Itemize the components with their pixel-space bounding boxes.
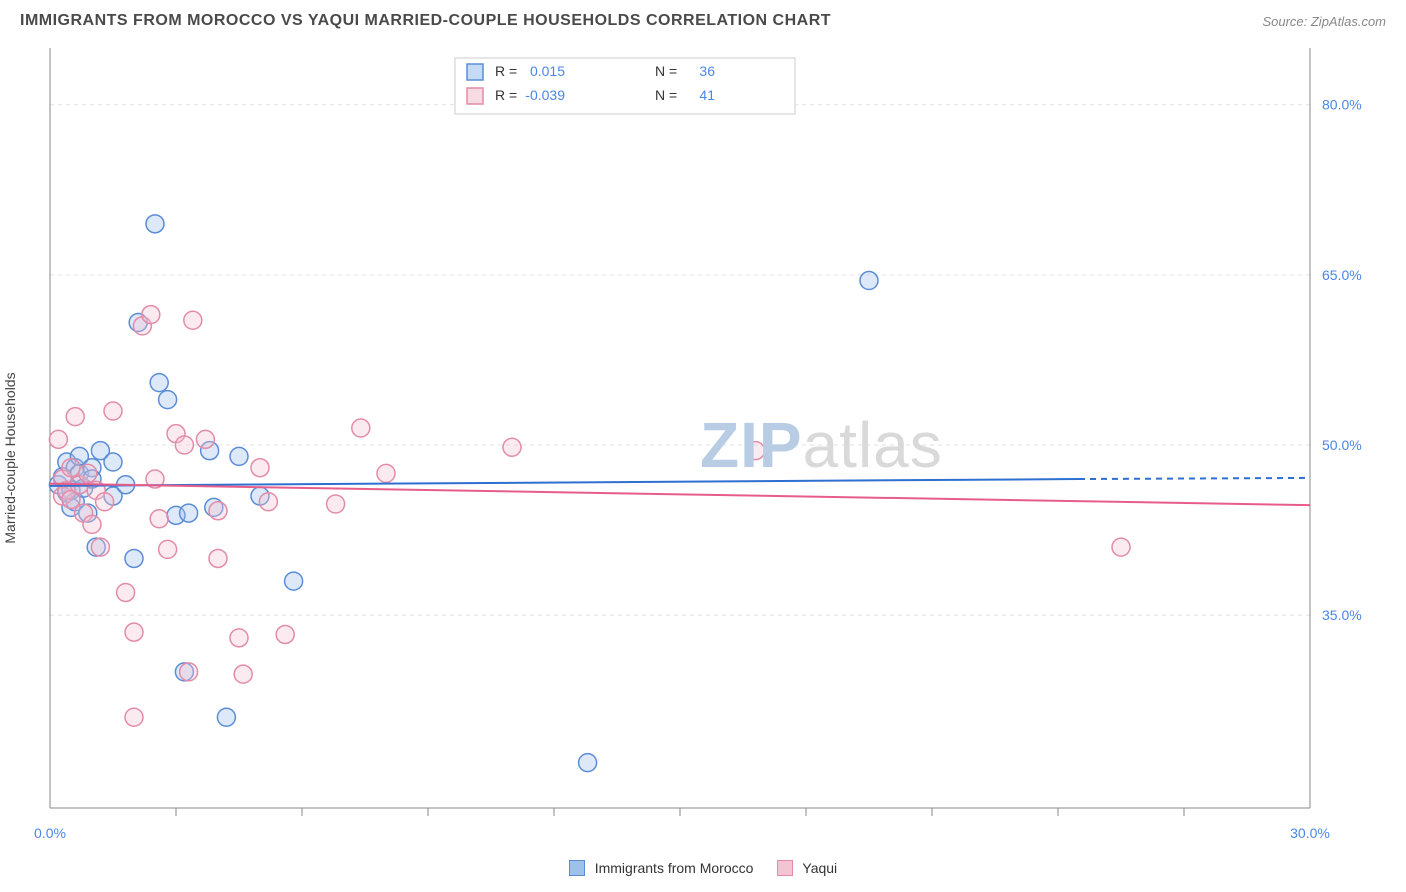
svg-text:30.0%: 30.0% xyxy=(1290,825,1330,841)
svg-text:50.0%: 50.0% xyxy=(1322,437,1362,453)
svg-text:0.0%: 0.0% xyxy=(34,825,66,841)
legend-label-morocco: Immigrants from Morocco xyxy=(595,860,754,876)
chart-area: Married-couple Households ZIPatlas 35.0%… xyxy=(0,38,1406,878)
chart-svg: 35.0% 50.0% 65.0% 80.0% 0.0% 30.0% R = 0.015 N =… xyxy=(0,38,1406,858)
chart-title: IMMIGRANTS FROM MOROCCO VS YAQUI MARRIED… xyxy=(20,12,831,30)
svg-text:-0.039: -0.039 xyxy=(525,87,565,103)
svg-text:80.0%: 80.0% xyxy=(1322,97,1362,113)
svg-text:R =: R = xyxy=(495,87,517,103)
bottom-legend: Immigrants from Morocco Yaqui xyxy=(0,860,1406,876)
legend-swatch-morocco xyxy=(569,860,585,876)
svg-text:41: 41 xyxy=(699,87,715,103)
header-row: IMMIGRANTS FROM MOROCCO VS YAQUI MARRIED… xyxy=(0,0,1406,38)
source-label: Source: ZipAtlas.com xyxy=(1262,14,1386,29)
y-axis-label: Married-couple Households xyxy=(2,372,18,543)
svg-text:N =: N = xyxy=(655,87,677,103)
legend-swatch-yaqui xyxy=(777,860,793,876)
svg-text:0.015: 0.015 xyxy=(530,63,565,79)
svg-text:65.0%: 65.0% xyxy=(1322,267,1362,283)
svg-text:N =: N = xyxy=(655,63,677,79)
svg-text:35.0%: 35.0% xyxy=(1322,607,1362,623)
svg-text:36: 36 xyxy=(699,63,715,79)
svg-text:R =: R = xyxy=(495,63,517,79)
legend-label-yaqui: Yaqui xyxy=(802,860,837,876)
